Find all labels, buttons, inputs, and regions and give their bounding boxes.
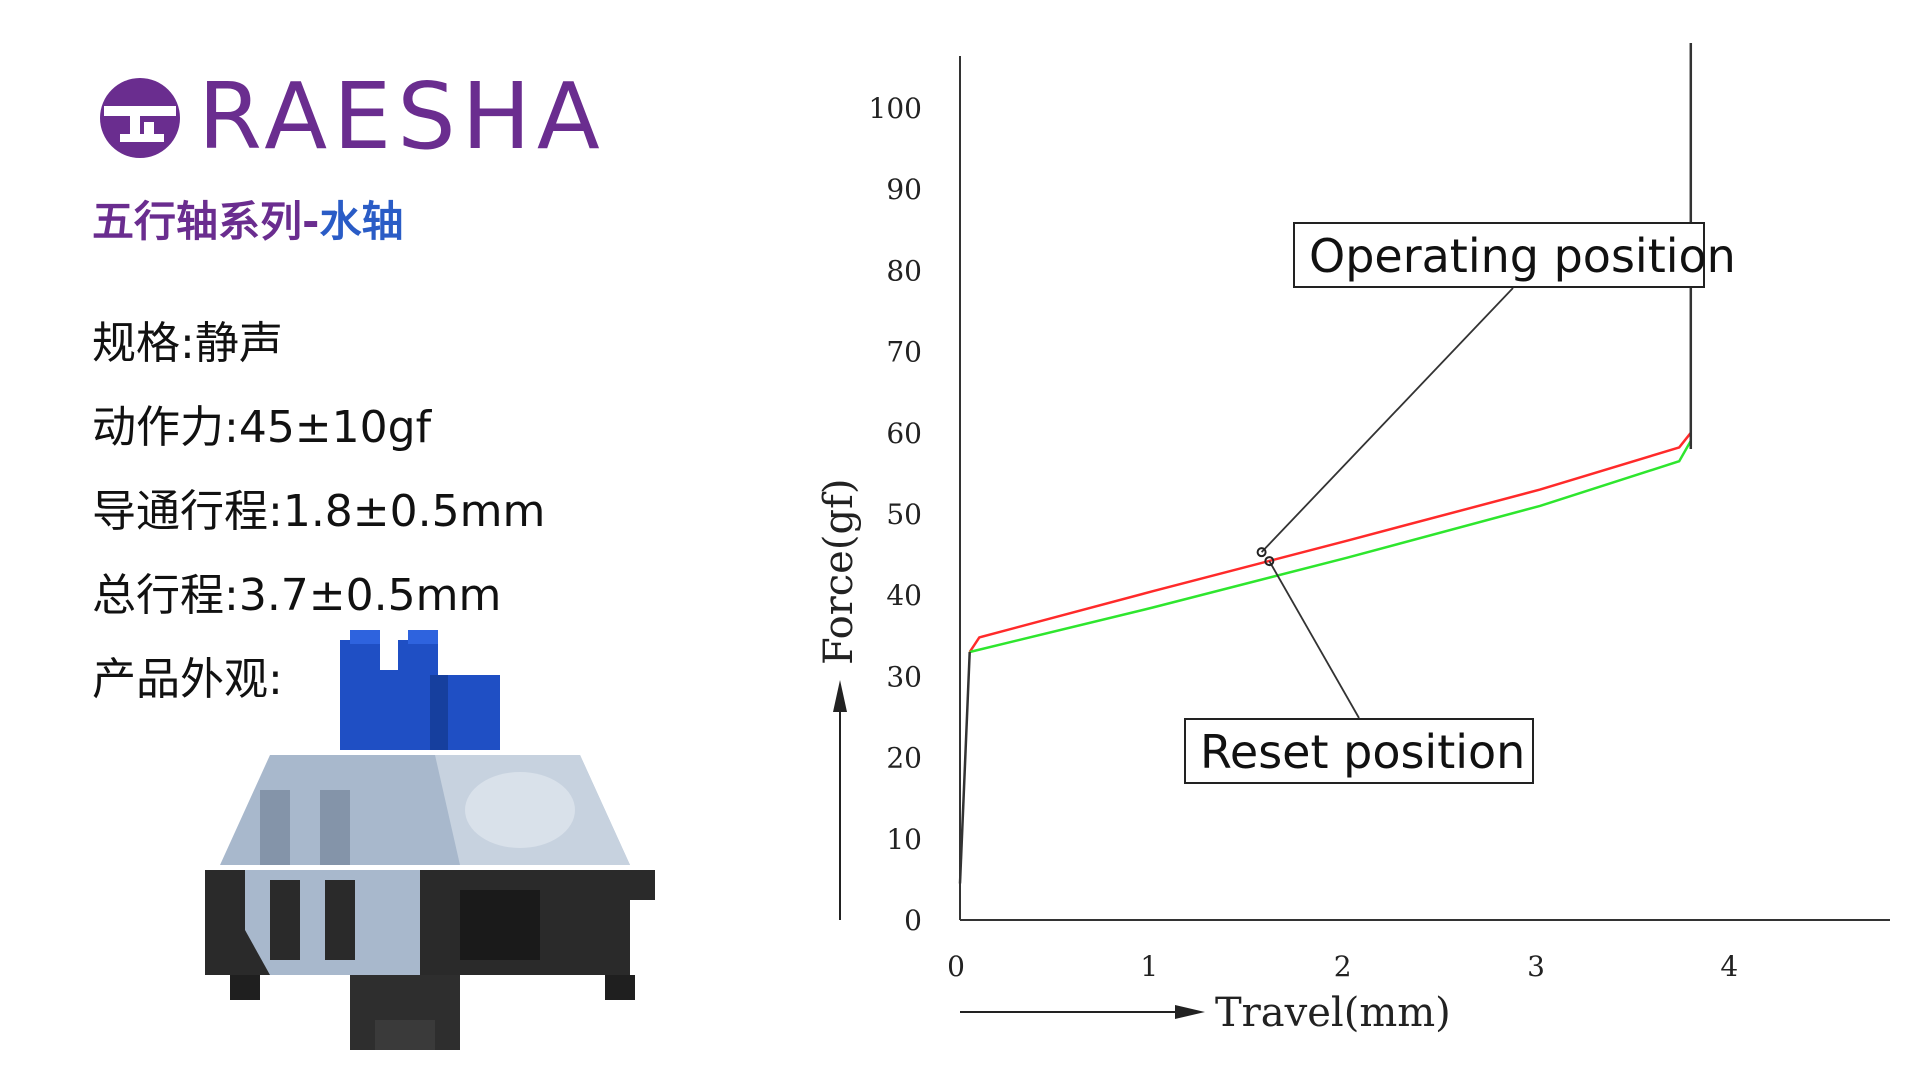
y-tick-label: 20 xyxy=(886,742,922,775)
chart-series xyxy=(958,43,1693,884)
y-tick-label: 80 xyxy=(886,254,922,287)
annotation-reset-position: Reset position xyxy=(1184,718,1534,784)
keyboard-switch-icon xyxy=(205,630,655,1050)
operating-point-marker xyxy=(1256,547,1267,558)
x-axis-arrow-head xyxy=(1175,1005,1205,1019)
y-axis-label: Force(gf) xyxy=(816,479,862,665)
series-line-2 xyxy=(958,651,971,884)
x-tick-label: 3 xyxy=(1527,950,1545,983)
y-tick-label: 30 xyxy=(886,660,922,693)
operating-leader-line xyxy=(1260,287,1514,553)
y-tick-label: 100 xyxy=(869,92,922,125)
x-tick-label: 2 xyxy=(1334,950,1352,983)
spec-type: 规格:静声 xyxy=(92,318,283,369)
y-tick-label: 70 xyxy=(886,336,922,369)
x-tick-label: 4 xyxy=(1720,950,1738,983)
x-tick-label: 0 xyxy=(947,950,965,983)
force-travel-plot: Travel(mm)Force(gf) 01020304050607080901… xyxy=(816,43,1890,1036)
spec-actuation-force: 动作力:45±10gf xyxy=(92,402,432,453)
spec-pretravel: 导通行程:1.8±0.5mm xyxy=(92,486,546,537)
annotation-operating-position: Operating position xyxy=(1293,222,1736,288)
brand-keycap-icon xyxy=(100,78,180,158)
y-tick-label: 90 xyxy=(886,173,922,206)
brand-name: RAESHA xyxy=(198,63,606,170)
force-travel-chart: Travel(mm) Force(gf) 0 10 20 30 40 50 60 70 80 90 1… xyxy=(790,20,1910,1070)
y-tick-label: 40 xyxy=(886,579,922,612)
y-tick-label: 0 xyxy=(904,904,922,937)
series-title-switch: 水轴 xyxy=(319,197,404,246)
x-axis-label: Travel(mm) xyxy=(1215,990,1451,1036)
series-line-0 xyxy=(968,432,1692,653)
chart-axes: Travel(mm) Force(gf) xyxy=(816,56,1890,1036)
series-title-prefix: 五行轴系列- xyxy=(92,197,320,246)
y-tick-label: 10 xyxy=(886,823,922,856)
chart-annotations xyxy=(1256,287,1514,719)
spec-appearance-label: 产品外观: xyxy=(92,654,283,705)
brand-logo: RAESHA xyxy=(90,63,600,170)
y-axis-arrow-head xyxy=(833,680,847,712)
chart-ticks: 0 10 20 30 40 50 60 70 80 90 100 0 1 2 3 4 xyxy=(869,92,1739,983)
y-tick-label: 60 xyxy=(886,417,922,450)
series-line-1 xyxy=(969,440,1692,654)
reset-leader-line xyxy=(1268,560,1360,719)
product-image xyxy=(200,630,660,1060)
series-title: 五行轴系列-水轴 xyxy=(92,194,403,250)
y-tick-label: 50 xyxy=(886,498,922,531)
x-tick-label: 1 xyxy=(1140,950,1158,983)
reset-point-marker xyxy=(1264,556,1275,567)
spec-total-travel: 总行程:3.7±0.5mm xyxy=(92,570,502,621)
